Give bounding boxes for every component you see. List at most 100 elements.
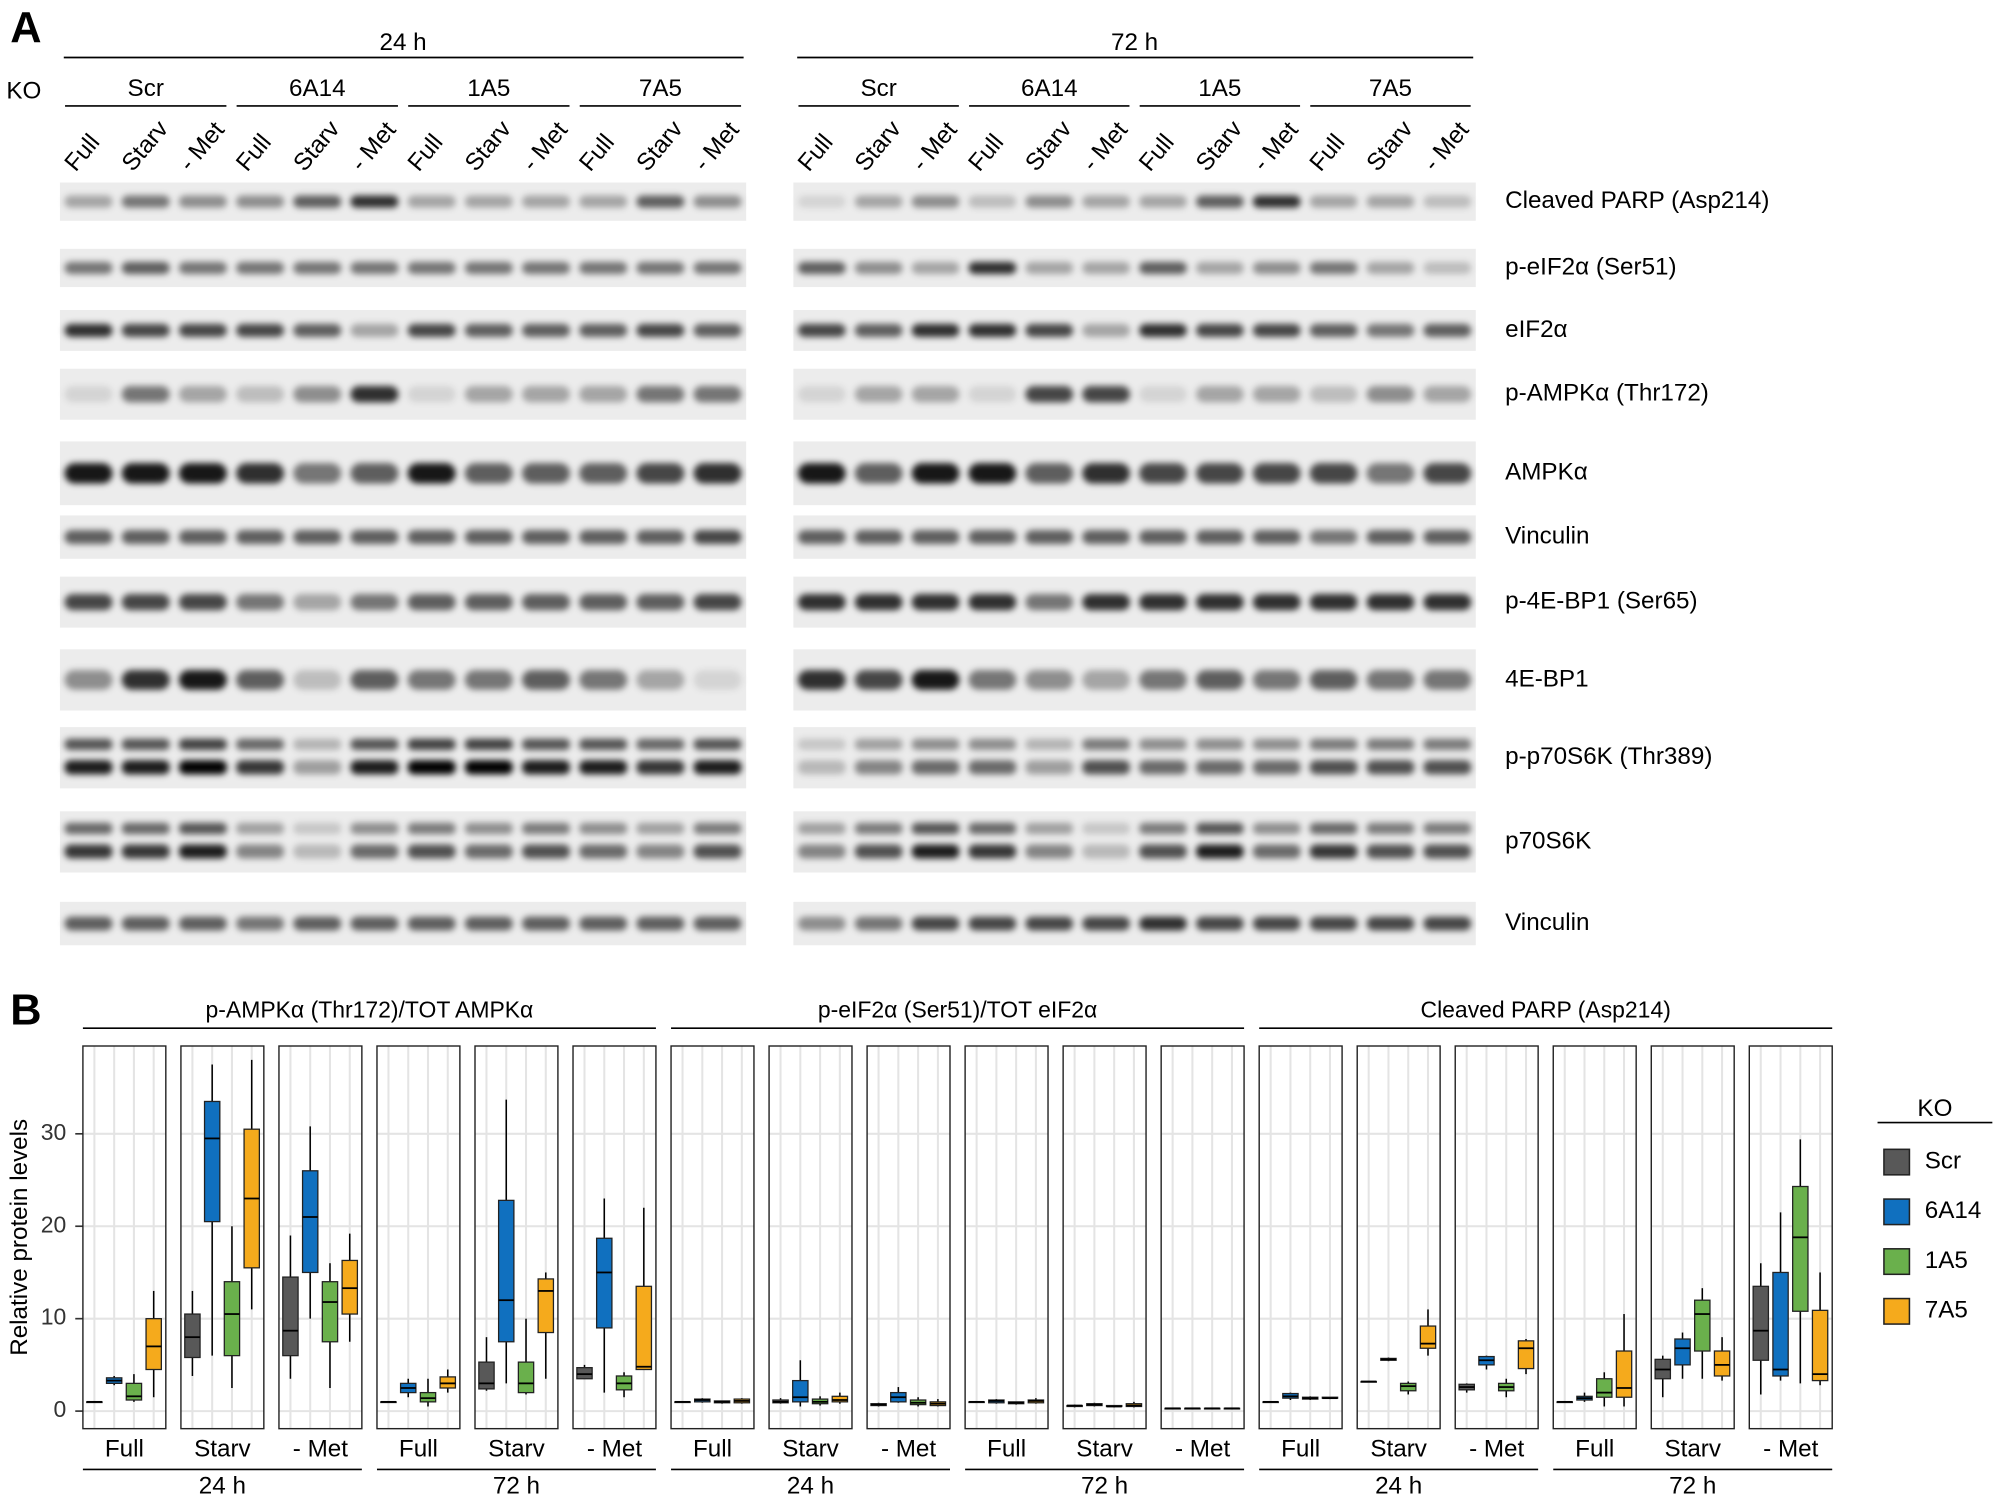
box <box>478 1337 495 1391</box>
panel-label: A <box>10 4 41 52</box>
band <box>636 760 685 775</box>
band <box>1423 323 1472 337</box>
box-body <box>1399 1382 1417 1392</box>
box <box>203 1064 221 1356</box>
band <box>178 463 227 484</box>
band <box>968 844 1017 859</box>
band <box>121 916 170 931</box>
box <box>1654 1355 1672 1398</box>
band <box>350 844 399 859</box>
band <box>464 738 513 751</box>
band <box>1139 323 1187 337</box>
band <box>1309 916 1358 931</box>
protein-label: Vinculin <box>1505 522 1589 549</box>
band <box>797 822 846 835</box>
box <box>223 1226 241 1388</box>
band <box>522 386 571 403</box>
time-label: 72 h <box>1111 29 1158 56</box>
band <box>178 738 227 751</box>
band <box>1423 261 1472 275</box>
band <box>64 844 113 859</box>
band <box>1195 738 1244 751</box>
band <box>1252 738 1301 751</box>
box <box>772 1398 789 1404</box>
box <box>1674 1332 1691 1379</box>
blot-strip <box>793 901 1476 946</box>
band <box>854 323 903 337</box>
band <box>293 822 342 835</box>
band <box>522 670 571 690</box>
condition-label: Starv <box>1076 1436 1133 1463</box>
box <box>1262 1400 1279 1404</box>
band <box>854 844 903 859</box>
box-body <box>341 1259 359 1315</box>
band <box>121 530 170 545</box>
band <box>236 386 285 403</box>
band <box>579 323 628 337</box>
band <box>350 670 399 690</box>
box <box>890 1387 907 1403</box>
facet-border <box>376 1045 461 1430</box>
blot-strip <box>59 515 747 559</box>
box <box>1595 1372 1613 1407</box>
box <box>713 1400 731 1404</box>
condition-label: - Met <box>1418 117 1474 177</box>
band <box>968 463 1017 484</box>
band <box>1423 593 1472 611</box>
box <box>1301 1396 1319 1401</box>
band <box>1025 323 1074 337</box>
box <box>1321 1396 1339 1400</box>
condition-label: Starv <box>194 1436 251 1463</box>
box <box>439 1369 457 1393</box>
panel-title: Cleaved PARP (Asp214) <box>1421 997 1671 1023</box>
condition-label: - Met <box>174 117 230 177</box>
band-group <box>64 738 742 775</box>
box-body <box>1615 1350 1633 1398</box>
condition-label: - Met <box>906 117 962 177</box>
band <box>1025 530 1074 545</box>
band <box>854 916 903 931</box>
band <box>968 530 1017 545</box>
legend-label: 1A5 <box>1925 1247 1968 1274</box>
box <box>831 1392 849 1404</box>
band <box>236 530 285 545</box>
condition-label: Full <box>987 1436 1026 1463</box>
band <box>1309 670 1358 690</box>
band <box>1139 670 1187 690</box>
band <box>693 916 742 931</box>
protein-label: eIF2α <box>1505 316 1567 343</box>
band-group <box>797 530 1472 545</box>
blot-strip <box>59 310 747 351</box>
band <box>797 844 846 859</box>
blot-strip <box>793 182 1476 221</box>
band <box>579 760 628 775</box>
box <box>1125 1401 1143 1408</box>
band <box>1366 738 1415 751</box>
protein-label: AMPKα <box>1505 459 1588 486</box>
band <box>522 323 571 337</box>
box <box>537 1272 555 1379</box>
band <box>1309 463 1358 484</box>
band <box>64 386 113 403</box>
band <box>522 530 571 545</box>
condition-label: - Met <box>345 117 401 177</box>
box <box>1380 1357 1397 1362</box>
band <box>1139 916 1187 931</box>
ko-label: KO <box>6 77 41 104</box>
band <box>121 760 170 775</box>
band <box>1025 738 1074 751</box>
box-body <box>831 1395 849 1403</box>
band <box>854 738 903 751</box>
facet-panel <box>376 1046 460 1429</box>
band-group <box>64 593 742 611</box>
band <box>522 760 571 775</box>
facet-border <box>474 1045 559 1430</box>
band <box>1025 386 1074 403</box>
box-body <box>537 1278 555 1334</box>
box <box>1184 1407 1201 1410</box>
band <box>854 822 903 835</box>
band <box>579 463 628 484</box>
band <box>1252 195 1301 208</box>
band <box>293 760 342 775</box>
box <box>1478 1355 1495 1370</box>
